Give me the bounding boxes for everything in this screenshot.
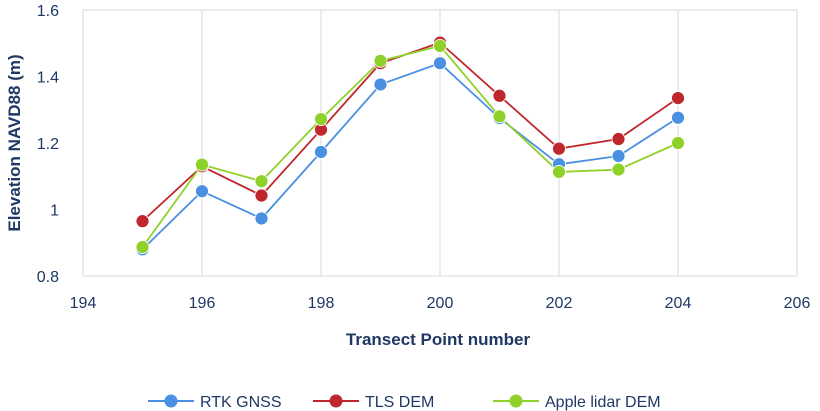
x-tick-label: 194 [70,295,97,312]
legend-marker [164,394,178,408]
series-points [135,35,685,257]
data-point [671,136,685,150]
data-point [254,211,269,226]
data-point [671,91,685,106]
y-tick-label: 1.2 [37,136,59,153]
x-tick-label: 204 [665,295,692,312]
x-axis-ticks: 194 196 198 200 202 204 206 [70,295,811,312]
data-point [433,39,447,53]
data-point [373,77,388,92]
data-point [492,88,507,103]
data-point [135,214,150,229]
x-tick-label: 196 [189,295,216,312]
data-point [611,149,626,163]
x-tick-label: 200 [427,295,454,312]
data-point [552,165,566,179]
y-axis-title: Elevation NAVD88 (m) [5,54,24,231]
legend: RTK GNSS TLS DEM Apple lidar DEM [148,394,661,411]
legend-label: Apple lidar DEM [545,394,661,411]
data-point [195,184,209,199]
data-point [671,110,685,125]
data-point [314,145,328,159]
y-tick-label: 1 [50,203,59,220]
data-point [433,56,447,71]
y-tick-label: 0.8 [37,269,59,286]
data-point [552,141,566,156]
legend-marker [329,394,343,408]
x-axis-title: Transect Point number [346,330,531,349]
data-point [254,188,269,203]
y-axis-ticks: 0.8 1 1.2 1.4 1.6 [37,3,59,286]
x-tick-label: 206 [784,295,811,312]
series-line-1 [141,41,679,222]
legend-label: TLS DEM [365,394,434,411]
series-line-0 [141,62,679,251]
y-tick-label: 1.4 [37,70,59,87]
y-tick-label: 1.6 [37,3,59,20]
legend-label: RTK GNSS [200,394,282,411]
x-tick-label: 202 [546,295,573,312]
data-point [611,132,626,146]
data-point [254,174,269,189]
series-line-2 [141,44,679,248]
legend-marker [509,394,523,408]
data-point [314,112,328,126]
data-point [135,240,150,254]
data-point [492,109,507,124]
data-point [195,157,209,172]
x-tick-label: 198 [308,295,335,312]
series-lines [141,41,679,251]
plot-area [82,9,798,277]
data-point [611,162,626,177]
data-point [373,53,388,68]
